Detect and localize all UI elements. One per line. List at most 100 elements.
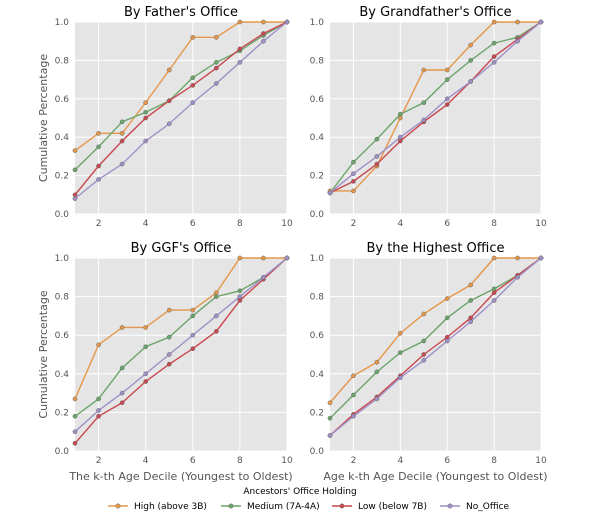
y-tick-label: 0.2 [55, 172, 69, 182]
data-point [119, 325, 125, 330]
y-tick-label: 1.0 [310, 254, 325, 264]
x-tick-label: 10 [281, 456, 293, 466]
chart-panel-3: 0.0 0.2 0.4 0.6 0.8 1.0 2 4 6 8 10 By GGF's Office C… [37, 241, 293, 483]
plot-background [330, 258, 541, 451]
data-point [166, 121, 172, 127]
data-point [72, 148, 78, 153]
data-point [468, 298, 474, 303]
data-point [374, 161, 380, 167]
y-tick-label: 1.0 [55, 18, 70, 28]
data-point [538, 19, 544, 25]
data-point [397, 350, 403, 355]
data-point [72, 413, 78, 419]
x-tick-label: 6 [444, 219, 450, 229]
data-point [261, 19, 266, 25]
data-point [397, 330, 403, 336]
data-point [327, 433, 333, 438]
data-point [374, 359, 380, 365]
data-point [491, 19, 497, 25]
data-point [237, 255, 243, 261]
data-point [72, 429, 78, 435]
data-point [374, 396, 380, 402]
data-point [444, 296, 450, 301]
legend-item: High (above 3B) [108, 502, 207, 512]
data-point [351, 171, 356, 177]
series-no-office [327, 19, 544, 196]
x-tick-label: 8 [237, 219, 243, 229]
y-tick-label: 0.8 [310, 293, 325, 303]
series-line [329, 21, 542, 194]
data-point [397, 111, 403, 117]
data-point [72, 396, 78, 402]
series-line [74, 257, 288, 433]
data-point [327, 415, 333, 421]
data-point [491, 255, 497, 261]
data-point [96, 177, 101, 182]
data-point [213, 290, 219, 296]
data-point [491, 59, 497, 65]
x-tick-label: 6 [190, 456, 196, 466]
data-point [351, 413, 356, 419]
data-point [444, 338, 450, 344]
data-point [374, 369, 380, 375]
data-point [491, 290, 497, 296]
data-point [444, 77, 450, 82]
data-point [515, 255, 520, 261]
data-point [374, 154, 380, 159]
data-point [72, 167, 78, 173]
data-point [491, 286, 497, 292]
data-point [421, 338, 427, 344]
plot-background [75, 22, 287, 214]
data-point [444, 96, 450, 102]
data-point [327, 400, 333, 406]
x-tick-label: 4 [143, 219, 149, 229]
x-tick-label: 10 [535, 456, 547, 466]
data-point [444, 334, 450, 340]
data-point [213, 65, 219, 71]
x-tick-label: 2 [351, 219, 357, 229]
data-point [143, 109, 149, 115]
x-tick-label: 2 [351, 456, 357, 466]
x-tick-label: 4 [397, 456, 403, 466]
data-point [374, 136, 380, 142]
data-point [143, 379, 149, 384]
data-point [213, 81, 219, 86]
data-point [515, 19, 520, 25]
x-tick-label: 8 [491, 456, 497, 466]
data-point [491, 54, 497, 59]
data-point [119, 365, 125, 371]
data-point [96, 131, 101, 136]
data-point [190, 100, 196, 105]
legend-marker [115, 503, 121, 509]
data-point [237, 298, 243, 303]
data-point [190, 35, 196, 40]
series-line [329, 21, 542, 194]
data-point [119, 390, 125, 396]
x-tick-label: 6 [444, 456, 450, 466]
y-tick-label: 0.8 [310, 56, 325, 66]
x-tick-label: 6 [190, 219, 196, 229]
data-point [284, 19, 290, 25]
x-tick-label: 10 [535, 219, 547, 229]
data-point [468, 58, 474, 63]
data-point [119, 161, 125, 167]
series-high-above-3b- [327, 255, 544, 406]
data-point [190, 75, 196, 81]
data-point [143, 115, 149, 121]
legend-item: No_Office [440, 502, 509, 512]
data-point [213, 328, 219, 334]
data-point [444, 102, 450, 107]
y-tick-label: 0.4 [310, 133, 325, 143]
legend-label: High (above 3B) [134, 502, 207, 512]
y-tick-label: 0.4 [55, 370, 70, 380]
data-point [72, 192, 78, 198]
data-point [166, 98, 172, 104]
data-point [468, 319, 474, 325]
data-point [444, 67, 450, 73]
data-point [351, 159, 356, 165]
data-point [397, 375, 403, 381]
legend-marker [339, 503, 345, 509]
data-point [96, 396, 101, 402]
panels: 0.0 0.2 0.4 0.6 0.8 1.0 2 4 6 8 10 By Father's Offi… [37, 5, 548, 483]
data-point [119, 400, 125, 406]
